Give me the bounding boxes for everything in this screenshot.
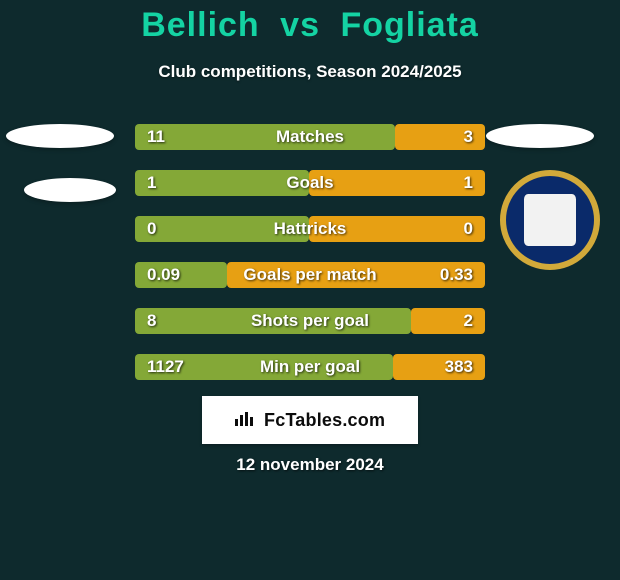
player2-name: Fogliata	[340, 6, 478, 44]
comparison-title: Bellich vs Fogliata	[0, 6, 620, 45]
stat-label: Matches	[135, 124, 485, 150]
source-brand: FcTables.com	[264, 410, 385, 430]
player1-team-slot-top	[6, 124, 114, 148]
stat-value-right: 0.33	[440, 262, 473, 288]
source-logo-text: FcTables.com	[235, 410, 385, 431]
stat-row: Goals1 1	[135, 170, 485, 196]
player1-name: Bellich	[141, 6, 259, 44]
stat-value-right: 3	[464, 124, 473, 150]
stat-row: Shots per goal8 2	[135, 308, 485, 334]
stat-value-left: 1127	[147, 354, 184, 380]
stat-value-left: 11	[147, 124, 165, 150]
source-logo-box: FcTables.com	[202, 396, 418, 444]
comparison-bars: Matches113Goals11Hattricks00Goals per ma…	[135, 124, 485, 380]
stat-value-right: 2	[464, 308, 473, 334]
stat-value-left: 0	[147, 216, 156, 242]
snapshot-date: 12 november 2024	[0, 455, 620, 475]
player1-team-slot-bottom	[24, 178, 116, 202]
stat-label: Goals	[135, 170, 485, 196]
stat-row: Matches11 3	[135, 124, 485, 150]
stat-value-right: 0	[464, 216, 473, 242]
stat-row: Min per goal1127 383	[135, 354, 485, 380]
stat-row: Goals per match0.09 0.33	[135, 262, 485, 288]
stat-label: Goals per match	[135, 262, 485, 288]
stat-value-left: 8	[147, 308, 156, 334]
stat-value-right: 1	[464, 170, 473, 196]
stat-value-left: 1	[147, 170, 156, 196]
stat-label: Min per goal	[135, 354, 485, 380]
stat-label: Hattricks	[135, 216, 485, 242]
subtitle-text: Club competitions, Season 2024/2025	[0, 62, 620, 82]
player2-team-slot-top	[486, 124, 594, 148]
crest-ring	[500, 170, 600, 270]
vs-text: vs	[280, 6, 320, 44]
player2-club-crest	[500, 170, 600, 270]
crest-shield	[524, 194, 575, 245]
stat-label: Shots per goal	[135, 308, 485, 334]
bars-chart-icon	[235, 410, 258, 430]
stat-value-left: 0.09	[147, 262, 180, 288]
stat-row: Hattricks0 0	[135, 216, 485, 242]
stat-value-right: 383	[445, 354, 473, 380]
